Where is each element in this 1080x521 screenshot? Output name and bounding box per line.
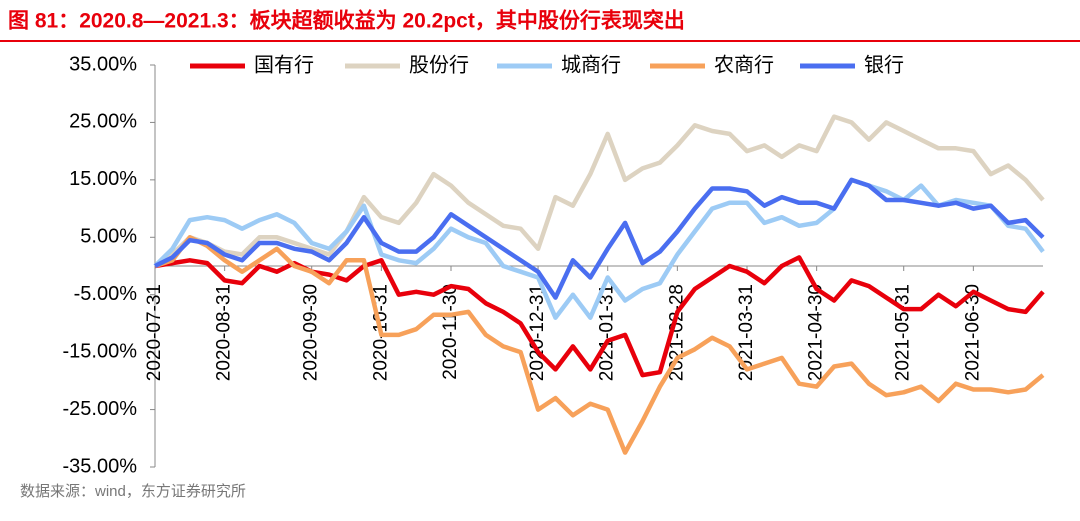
x-tick-label: 2021-06-30	[962, 284, 983, 381]
series-line	[153, 114, 1045, 268]
x-tick-label: 2021-01-31	[597, 284, 618, 381]
chart-title: 图 81：2020.8—2021.3：板块超额收益为 20.2pct，其中股份行…	[8, 9, 685, 33]
series-line	[153, 177, 1045, 320]
x-tick-label: 2021-04-30	[806, 284, 827, 381]
y-tick-label: 5.00%	[80, 226, 137, 248]
legend-label: 银行	[864, 53, 904, 76]
x-tick-label: 2020-11-30	[440, 284, 461, 380]
x-tick-label: 2021-03-31	[736, 284, 757, 381]
legend-label: 国有行	[254, 53, 314, 76]
y-tick-label: -35.00%	[63, 455, 138, 477]
legend-label: 城商行	[561, 53, 621, 76]
y-tick-label: 15.00%	[69, 168, 137, 190]
source-note: 数据来源：wind，东方证券研究所	[20, 483, 246, 500]
legend-label: 农商行	[714, 53, 774, 76]
series-line	[154, 235, 1045, 455]
series-line	[154, 177, 1045, 300]
x-tick-label: 2020-09-30	[301, 284, 322, 381]
legend-label: 股份行	[409, 53, 469, 76]
y-tick-label: 25.00%	[69, 111, 137, 133]
y-tick-label: -15.00%	[63, 340, 138, 362]
x-tick-label: 2020-07-31	[144, 284, 165, 381]
x-tick-label: 2021-05-31	[893, 284, 914, 381]
y-tick-label: -25.00%	[63, 398, 138, 420]
x-tick-label: 2020-08-31	[214, 284, 235, 381]
y-tick-label: 35.00%	[69, 53, 137, 75]
y-tick-label: -5.00%	[74, 283, 138, 305]
